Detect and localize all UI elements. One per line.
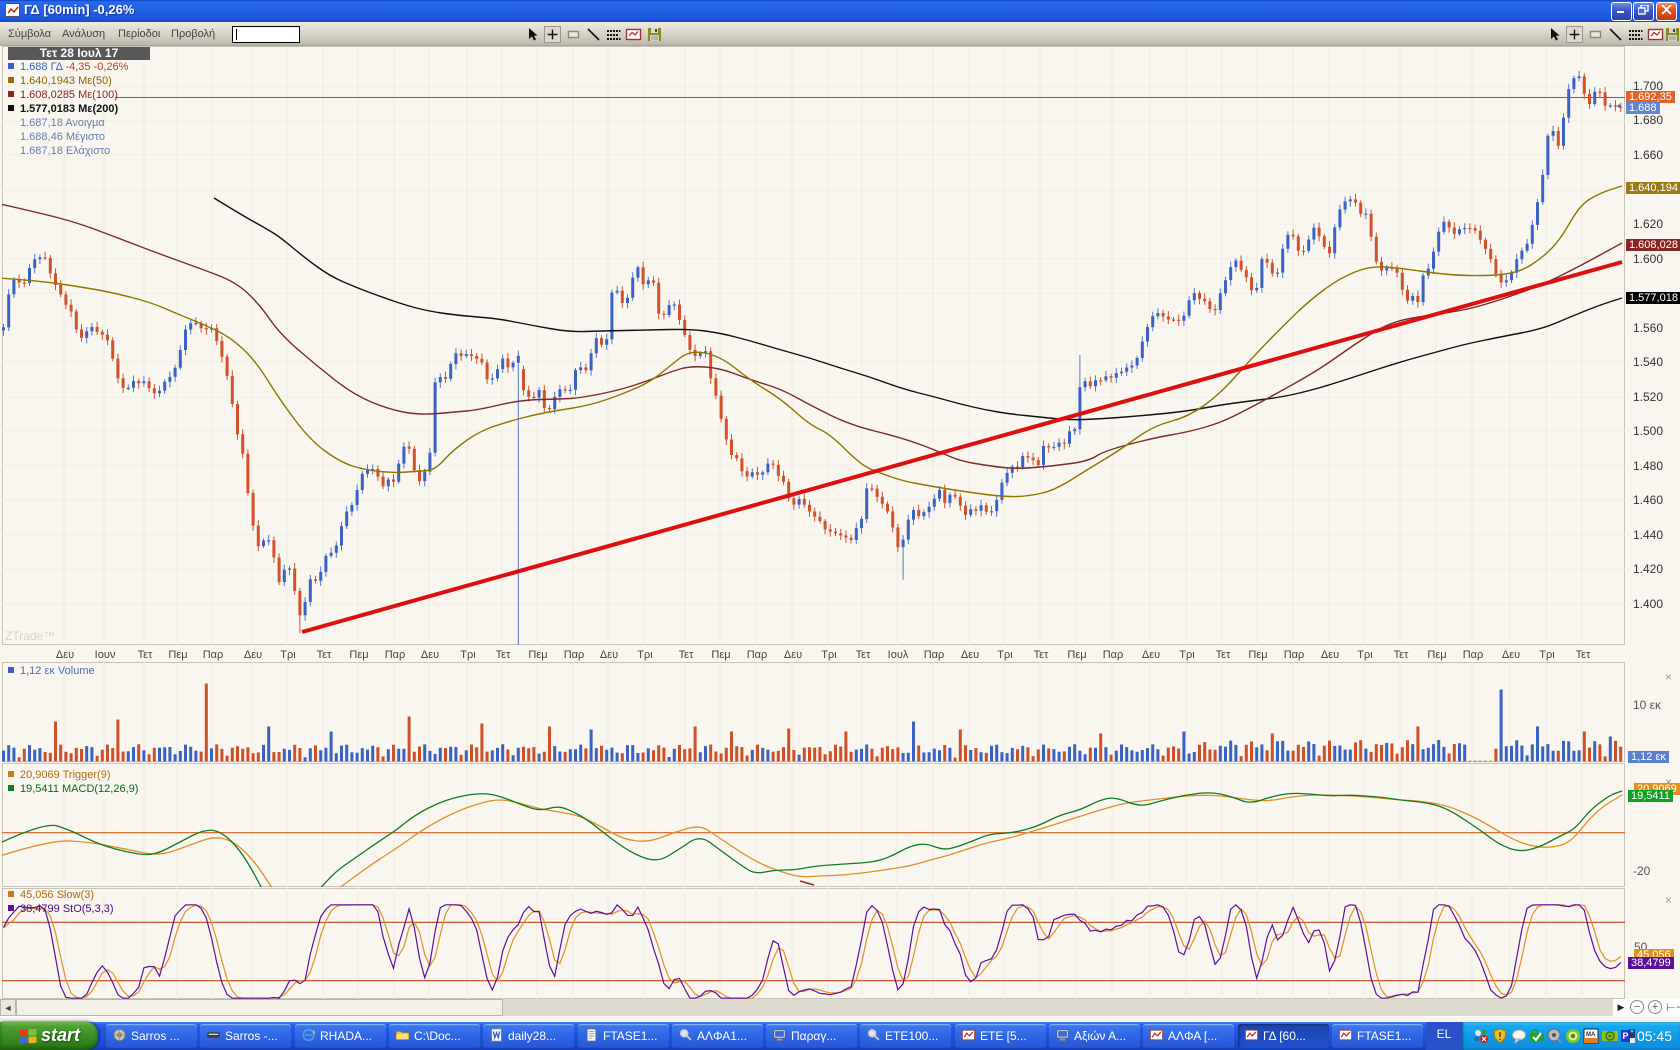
svg-text:MA: MA	[1586, 1032, 1596, 1038]
svg-text:P: P	[1623, 1031, 1629, 1041]
